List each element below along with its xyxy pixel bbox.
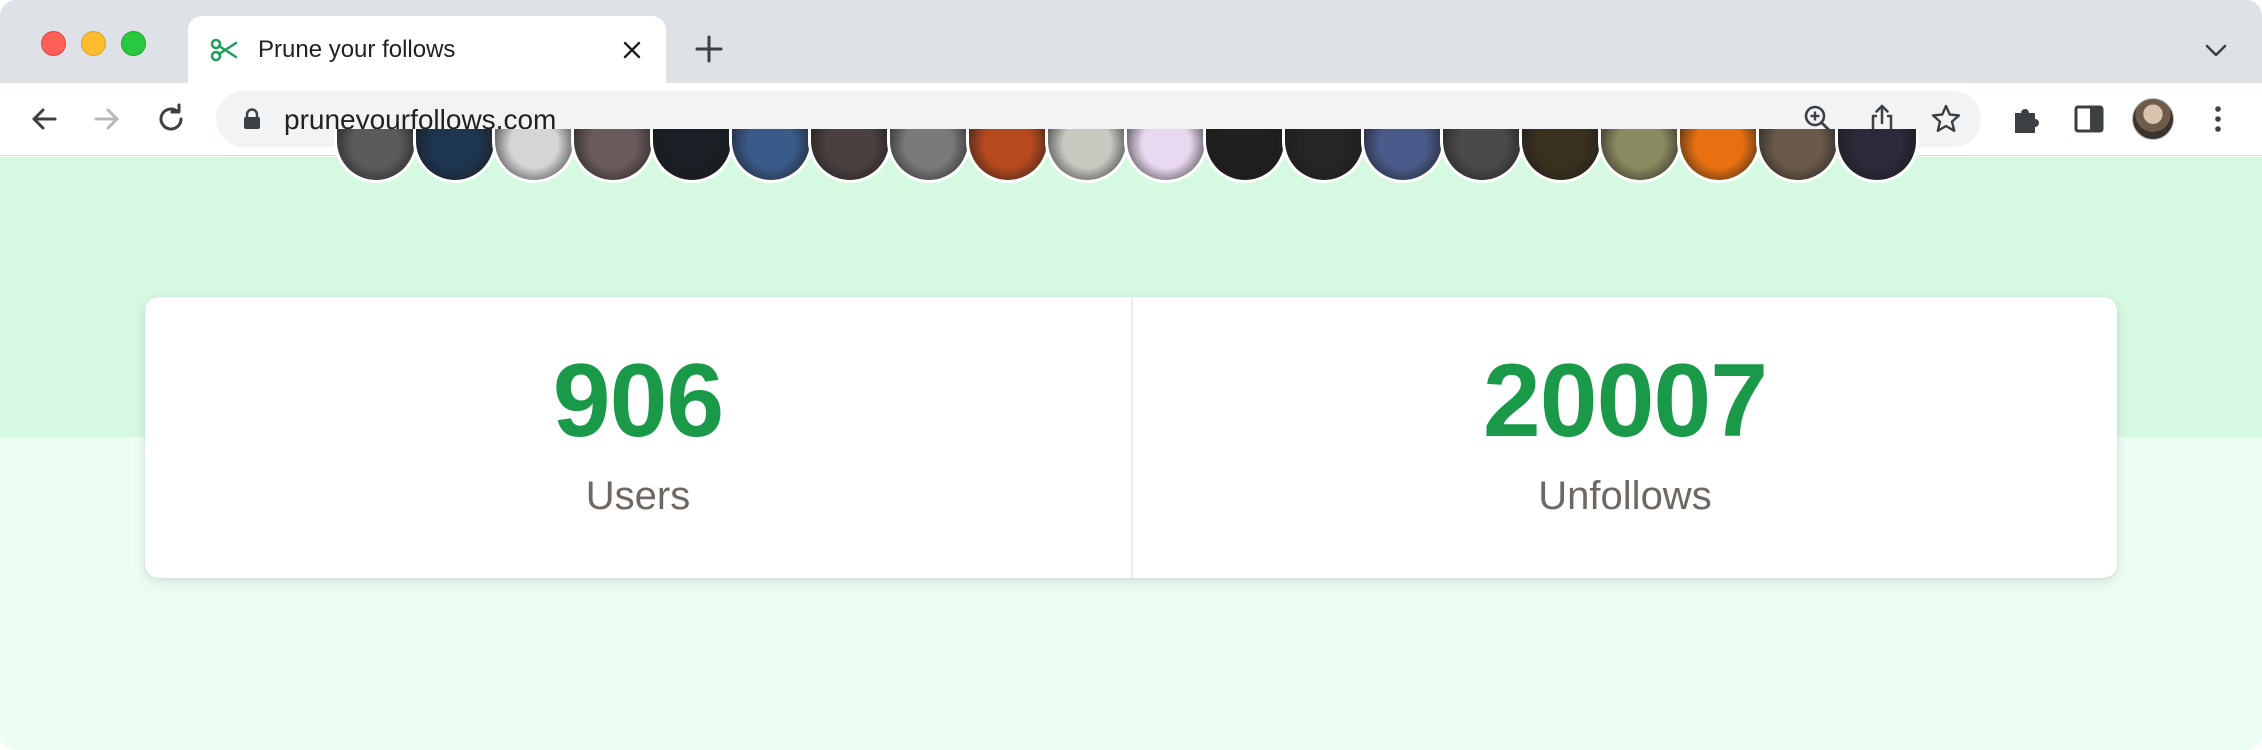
user-avatar <box>1598 129 1682 183</box>
user-avatar <box>1519 129 1603 183</box>
user-avatar <box>571 129 655 183</box>
back-arrow-icon[interactable] <box>26 101 62 137</box>
stats-card: 906 Users 20007 Unfollows <box>145 297 2117 578</box>
bookmark-star-icon[interactable] <box>1930 103 1962 135</box>
reload-icon[interactable] <box>153 101 189 137</box>
forward-arrow-icon[interactable] <box>89 101 125 137</box>
unfollows-count: 20007 <box>1482 343 1768 459</box>
user-avatar <box>808 129 892 183</box>
close-tab-icon[interactable] <box>620 38 644 62</box>
user-avatar <box>413 129 497 183</box>
user-avatar <box>1677 129 1761 183</box>
user-avatar <box>1045 129 1129 183</box>
lock-icon[interactable] <box>242 108 262 130</box>
side-panel-icon[interactable] <box>2071 101 2107 137</box>
user-avatar <box>729 129 813 183</box>
user-avatar <box>492 129 576 183</box>
close-window-button[interactable] <box>41 31 66 56</box>
unfollows-label: Unfollows <box>1538 474 1712 518</box>
user-avatar <box>966 129 1050 183</box>
tab-strip: Prune your follows <box>0 0 2262 83</box>
profile-avatar[interactable] <box>2132 98 2174 140</box>
more-menu-icon[interactable] <box>2200 101 2236 137</box>
active-tab[interactable]: Prune your follows <box>188 16 666 83</box>
extensions-puzzle-icon[interactable] <box>2009 101 2045 137</box>
users-count: 906 <box>552 343 725 459</box>
user-avatar <box>1835 129 1919 183</box>
user-avatar <box>1203 129 1287 183</box>
page-content: 906 Users 20007 Unfollows <box>0 129 2262 750</box>
unfollows-stat: 20007 Unfollows <box>1131 297 2117 578</box>
user-avatar <box>1440 129 1524 183</box>
user-avatar <box>1756 129 1840 183</box>
user-avatar <box>1282 129 1366 183</box>
chevron-down-icon[interactable] <box>2203 38 2229 64</box>
new-tab-plus-icon[interactable] <box>694 34 724 64</box>
user-avatar <box>650 129 734 183</box>
maximize-window-button[interactable] <box>121 31 146 56</box>
scissors-icon <box>210 38 238 62</box>
user-avatar <box>334 129 418 183</box>
minimize-window-button[interactable] <box>81 31 106 56</box>
user-avatar <box>1124 129 1208 183</box>
users-label: Users <box>585 474 691 518</box>
tab-title: Prune your follows <box>258 36 456 63</box>
users-stat: 906 Users <box>145 297 1131 578</box>
user-avatar <box>887 129 971 183</box>
user-avatar <box>1361 129 1445 183</box>
